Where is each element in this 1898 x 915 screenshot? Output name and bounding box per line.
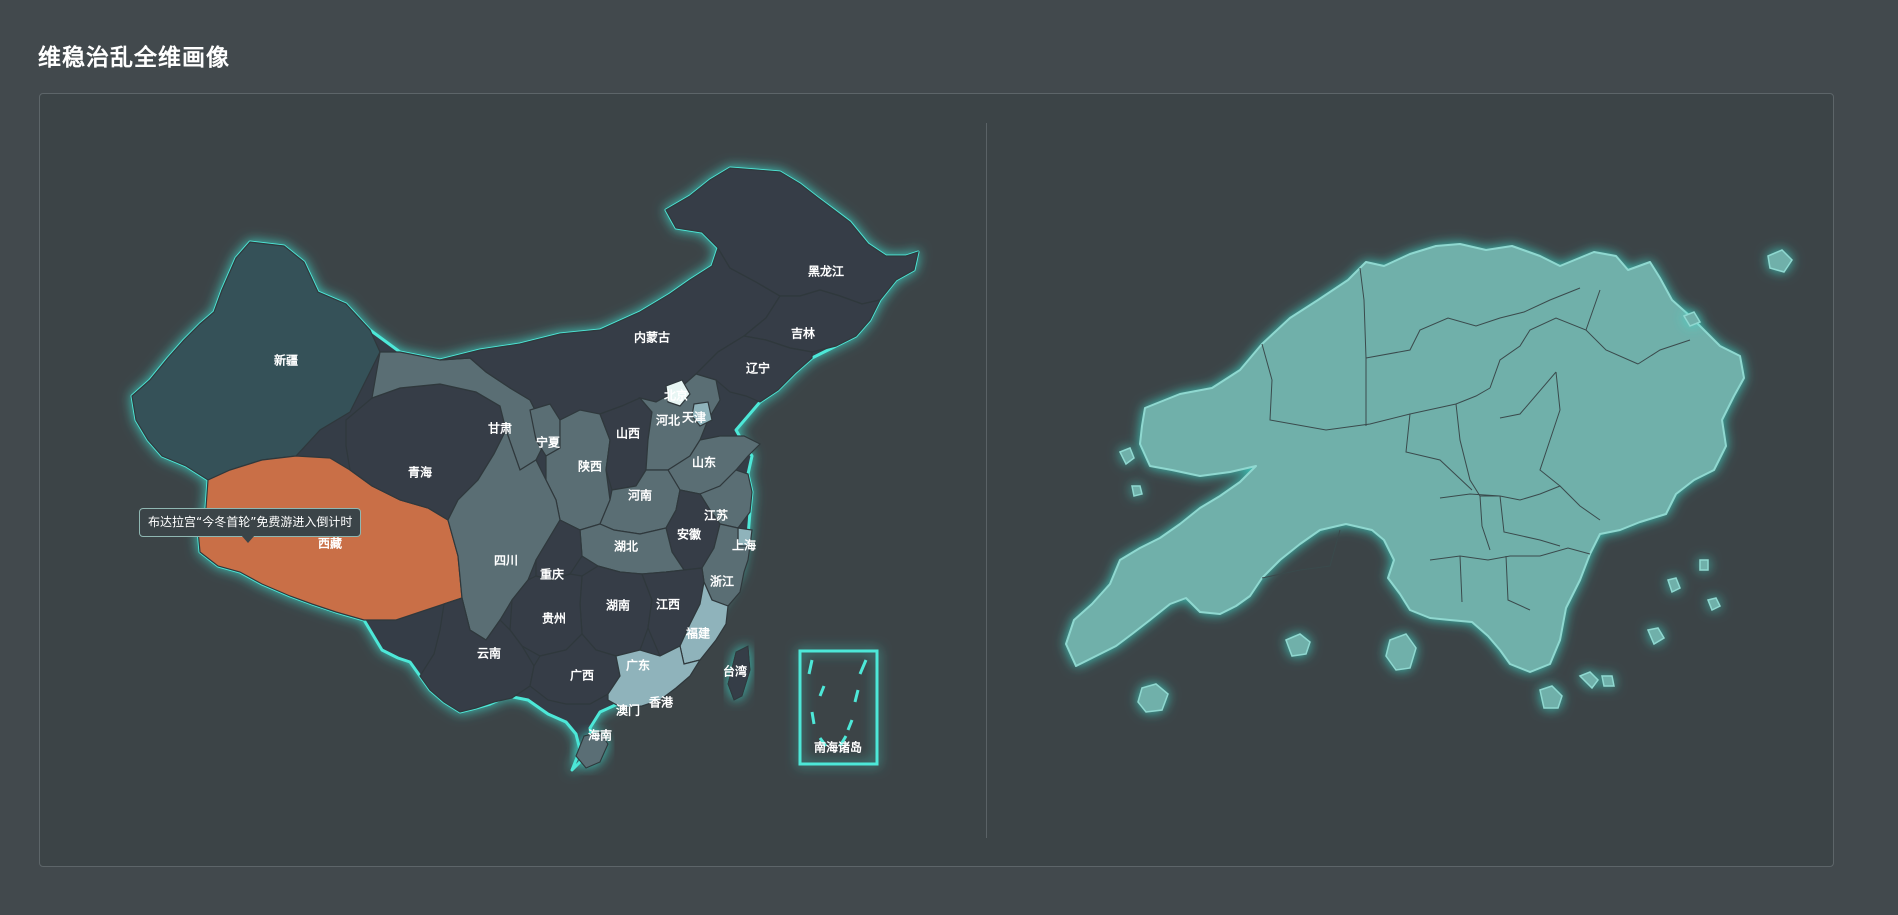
label-guizhou: 贵州 [542, 611, 566, 626]
province-xinjiang[interactable] [131, 241, 381, 481]
south-china-sea-inset[interactable]: 南海诸岛 [798, 649, 879, 766]
label-innermongolia: 内蒙古 [634, 330, 670, 345]
label-yunnan: 云南 [477, 646, 501, 661]
label-shandong: 山东 [692, 455, 716, 470]
label-hunan: 湖南 [606, 598, 630, 613]
label-xinjiang: 新疆 [274, 353, 298, 368]
label-shanxi: 山西 [616, 426, 640, 441]
hongkong-map [1065, 243, 1793, 713]
label-hainan: 海南 [588, 728, 612, 743]
page-title: 维稳治乱全维画像 [38, 44, 230, 70]
label-tibet: 西藏 [318, 536, 342, 551]
label-fujian: 福建 [685, 626, 711, 641]
south-china-sea-label: 南海诸岛 [814, 740, 862, 755]
label-macau: 澳门 [616, 703, 640, 718]
label-shanghai: 上海 [732, 538, 756, 553]
label-anhui: 安徽 [677, 527, 702, 542]
label-zhejiang: 浙江 [710, 574, 734, 589]
hongkong-outlying-islands [1118, 249, 1793, 713]
label-gansu: 甘肃 [488, 421, 512, 436]
province-yunnan[interactable] [419, 597, 535, 713]
hongkong-landmass[interactable] [1065, 243, 1745, 673]
label-hongkong: 香港 [648, 695, 674, 710]
label-taiwan: 台湾 [723, 664, 747, 679]
label-sichuan: 四川 [494, 554, 518, 568]
label-chongqing: 重庆 [540, 567, 564, 582]
label-hebei: 河北 [655, 413, 680, 428]
label-beijing: 北京 [664, 388, 688, 403]
label-heilongjiang: 黑龙江 [808, 264, 844, 279]
province-beijing[interactable] [665, 379, 691, 407]
china-map: 南海诸岛 新疆 西藏 青海 甘肃 内蒙古 黑龙江 吉林 辽宁 宁夏 陕西 山西 … [130, 166, 920, 772]
panel-divider [986, 123, 987, 838]
label-qinghai: 青海 [408, 465, 432, 480]
label-henan: 河南 [627, 488, 652, 503]
label-ningxia: 宁夏 [536, 435, 561, 450]
label-tianjin: 天津 [682, 410, 706, 425]
province-tianjin[interactable] [691, 401, 713, 427]
label-guangdong: 广东 [626, 658, 650, 673]
label-jilin: 吉林 [791, 326, 815, 341]
province-tibet[interactable] [197, 455, 463, 621]
label-guangxi: 广西 [570, 668, 594, 683]
province-guangdong[interactable] [607, 645, 702, 709]
tooltip-arrow [241, 535, 255, 543]
province-taiwan[interactable] [727, 645, 751, 701]
label-jiangsu: 江苏 [704, 508, 728, 523]
label-hubei: 湖北 [614, 539, 638, 554]
hongkong-district-borders [1261, 267, 1691, 611]
province-hainan[interactable] [575, 731, 609, 769]
label-liaoning: 辽宁 [746, 361, 770, 376]
map-tooltip: 布达拉宫“今冬首轮”免费游进入倒计时 [139, 508, 362, 537]
province-labels: 新疆 西藏 青海 甘肃 内蒙古 黑龙江 吉林 辽宁 宁夏 陕西 山西 河北 北京… [274, 264, 844, 743]
label-jiangxi: 江西 [656, 597, 680, 612]
label-shaanxi: 陕西 [578, 459, 602, 474]
